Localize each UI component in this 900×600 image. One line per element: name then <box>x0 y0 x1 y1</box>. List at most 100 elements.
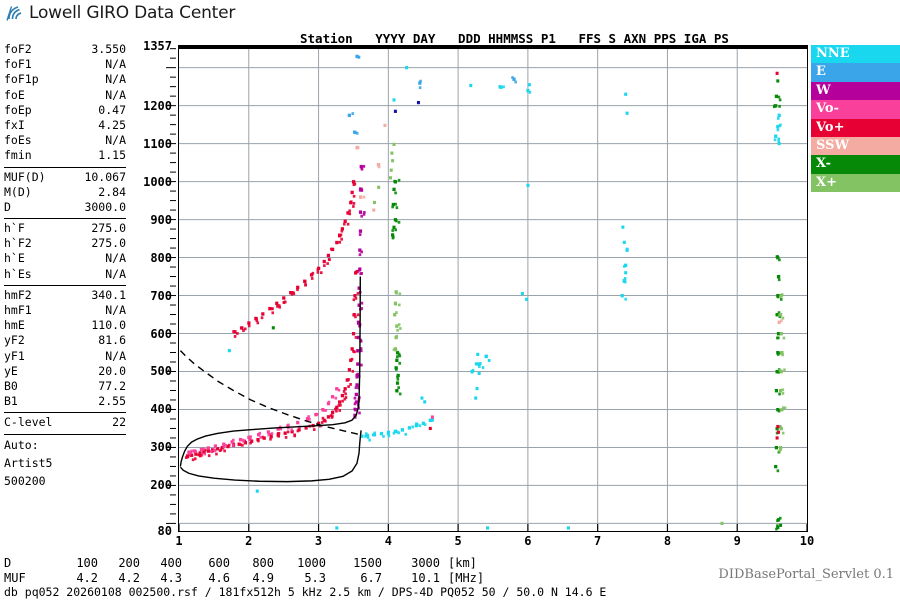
auto-code: 500200 <box>4 473 46 488</box>
y-tick-label: 500 <box>150 364 172 379</box>
y-tick-label: 1200 <box>143 98 172 113</box>
x-tick-label: 1 <box>175 534 183 548</box>
param-value: N/A <box>105 72 126 87</box>
footer-cell: 4.2 <box>118 570 140 585</box>
y-tick-label: 900 <box>150 212 172 227</box>
x-tick-label: 7 <box>594 534 602 548</box>
footer-row-label: D <box>4 556 12 570</box>
param-key: h`Es <box>4 266 32 281</box>
footer-cell: 10.1 <box>411 570 440 585</box>
param-row-b1: B1 2.55 <box>4 394 126 409</box>
param-key: h`F <box>4 221 25 236</box>
param-value: 275.0 <box>91 221 126 236</box>
param-key: MUF(D) <box>4 169 46 184</box>
param-row-he: h`E N/A <box>4 251 126 266</box>
param-value: 340.1 <box>91 287 126 302</box>
footer-cell: 4.9 <box>252 570 274 585</box>
ionogram-canvas <box>179 46 807 531</box>
param-key: B0 <box>4 378 18 393</box>
footer-cell: 600 <box>208 556 230 570</box>
param-row-hf: h`F 275.0 <box>4 221 126 236</box>
y-axis-ticks <box>166 48 176 524</box>
param-value: 2.84 <box>98 184 126 199</box>
footer-cell: 400 <box>160 556 182 570</box>
param-key: fxI <box>4 117 25 132</box>
x-axis-labels: 1 2 3 4 5 6 7 8 9 10 <box>175 534 814 552</box>
legend-item-nne[interactable]: NNE <box>811 45 900 64</box>
param-value: N/A <box>105 266 126 281</box>
y-tick-label: 1100 <box>143 136 172 151</box>
legend-item-x[interactable]: X+ <box>811 173 900 193</box>
param-key: fmin <box>4 148 32 163</box>
param-value: 10.067 <box>84 169 126 184</box>
legend-item-e[interactable]: E <box>811 63 900 82</box>
legend-item-vo[interactable]: Vo+ <box>811 118 900 137</box>
param-row-fof1: foF1 N/A <box>4 57 126 72</box>
param-key: yF1 <box>4 348 25 363</box>
param-value: 4.25 <box>98 117 126 132</box>
param-value: 3.550 <box>91 42 126 56</box>
station-header-columns: Station YYYY DAY DDD HHMMSS P1 FFS S AXN… <box>300 31 729 46</box>
ionogram-parameters-panel: foF2 3.550 foF1 N/A foF1p N/A foE N/A foEp 0.47 fx… <box>4 42 126 489</box>
footer-cell: 6.7 <box>360 570 382 585</box>
footer-cell: 800 <box>252 556 274 570</box>
footer-cell: 1500 <box>353 556 382 570</box>
param-row-fof2: foF2 3.550 <box>4 42 126 57</box>
legend-item-w[interactable]: W <box>811 81 900 101</box>
footer-cell: 3000 <box>411 556 440 570</box>
param-divider <box>4 433 126 435</box>
polarization-legend[interactable]: NNE E W Vo- Vo+ SSW X- X+ <box>811 45 900 193</box>
y-tick-label: 200 <box>150 478 172 493</box>
x-tick-label: 8 <box>663 534 672 548</box>
noise-speckle <box>227 66 783 530</box>
footer-cell: 4.6 <box>208 570 230 585</box>
param-key: yE <box>4 363 18 378</box>
param-row-fof1p: foF1p N/A <box>4 72 126 87</box>
param-value: N/A <box>105 133 126 148</box>
y-tick-label: 400 <box>150 402 172 417</box>
y-tick-label: 700 <box>150 288 172 303</box>
muf-dashed-curve <box>179 350 363 436</box>
param-key: hmF2 <box>4 287 32 302</box>
x-tick-label: 3 <box>314 534 323 548</box>
legend-item-vo[interactable]: Vo- <box>811 100 900 119</box>
param-key: foF2 <box>4 42 32 56</box>
y-axis-labels: 80 200 300 400 500 600 700 800 900 1000 1100 1200 13… <box>130 39 176 538</box>
x-tick-label: 9 <box>733 534 741 548</box>
brand-header: Lowell GIRO Data Center <box>6 3 235 23</box>
param-row-ye: yE 20.0 <box>4 364 126 379</box>
y-tick-label: 1000 <box>143 174 172 189</box>
param-value: 110.0 <box>91 318 126 333</box>
param-value: N/A <box>105 303 126 317</box>
param-key: foEp <box>4 102 32 117</box>
y-tick-label: 1357 <box>143 39 172 53</box>
param-divider <box>4 218 126 220</box>
ionogram-plot[interactable] <box>178 45 808 532</box>
param-key: foF1 <box>4 57 32 72</box>
param-row-hme: hmE 110.0 <box>4 318 126 333</box>
footer-row-label: MUF <box>4 570 26 585</box>
y-tick-label: 80 <box>157 524 172 538</box>
param-row-hmf1: hmF1 N/A <box>4 303 126 318</box>
param-value: 81.6 <box>98 333 126 348</box>
bottomside-profile-curve <box>179 430 362 483</box>
param-key: D <box>4 199 11 214</box>
param-row-mufd: MUF(D) 10.067 <box>4 170 126 185</box>
param-row-foep: foEp 0.47 <box>4 103 126 118</box>
source-file-line: db pq052 20260108 002500.rsf / 181fx512h… <box>4 585 607 599</box>
x-tick-label: 5 <box>454 534 462 548</box>
param-row-fmin: fmin 1.15 <box>4 148 126 163</box>
param-value: 22 <box>112 415 126 430</box>
param-key: B1 <box>4 394 18 409</box>
y-tick-label: 300 <box>150 440 172 455</box>
param-value: 3000.0 <box>84 199 126 214</box>
param-row-hmf2: hmF2 340.1 <box>4 288 126 303</box>
footer-cell: 100 <box>76 556 98 570</box>
param-key: hmF1 <box>4 303 32 317</box>
param-divider <box>4 412 126 414</box>
footer-cell: 1000 <box>297 556 326 570</box>
legend-item-x[interactable]: X- <box>811 155 900 174</box>
param-row-md: M(D) 2.84 <box>4 185 126 200</box>
legend-item-ssw[interactable]: SSW <box>811 136 900 156</box>
footer-cell: 4.2 <box>76 570 98 585</box>
